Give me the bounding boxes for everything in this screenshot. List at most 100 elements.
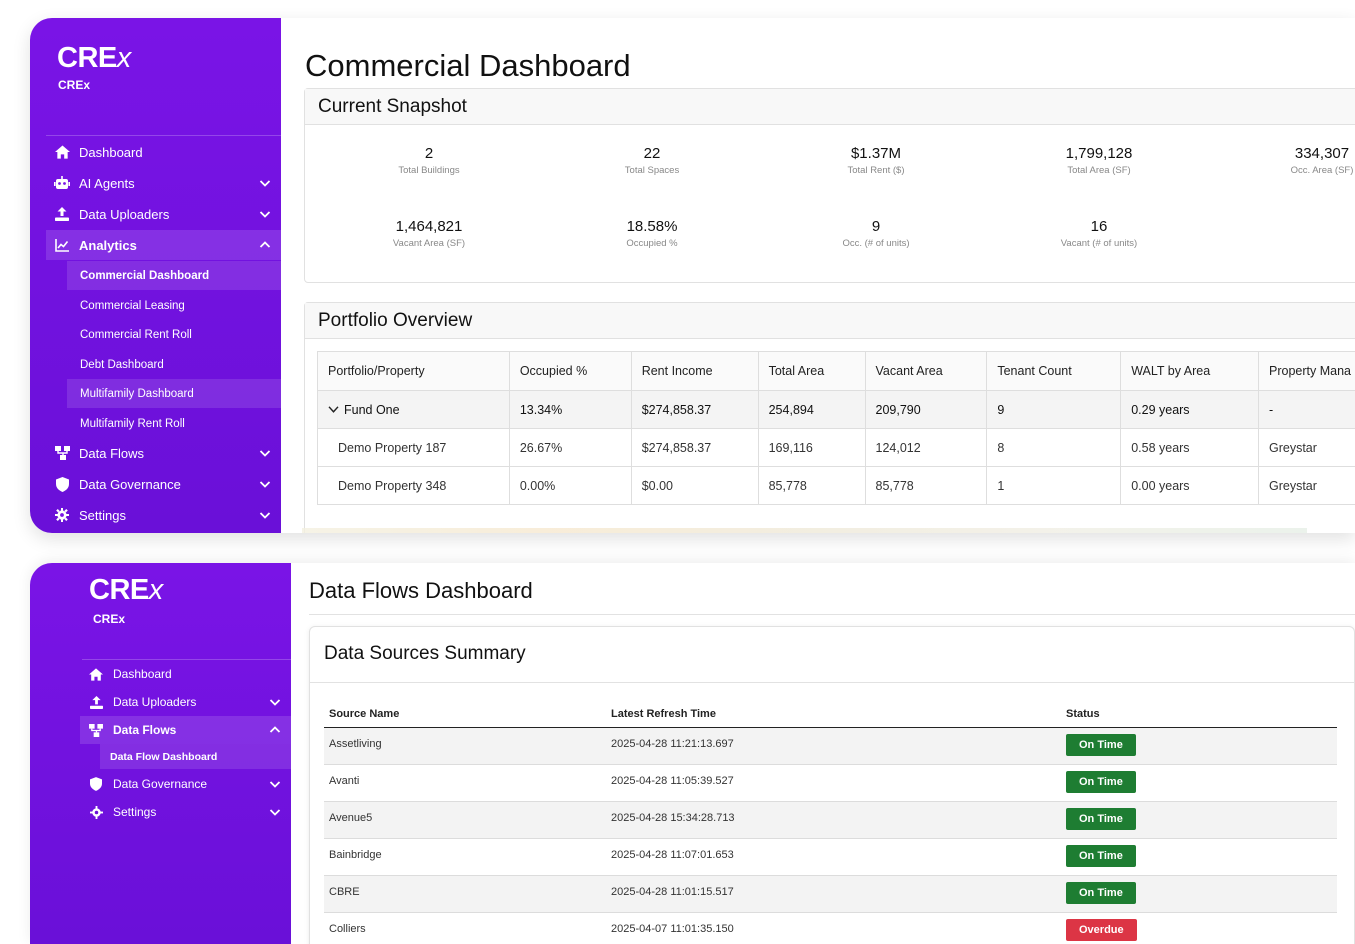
subnav-commercial-dashboard[interactable]: Commercial Dashboard <box>67 261 281 290</box>
table-cell: 8 <box>986 428 1122 467</box>
column-header[interactable]: WALT by Area <box>1120 351 1259 391</box>
column-header[interactable]: Status <box>1061 701 1337 728</box>
sidebar-item-label: Data Flows <box>113 723 177 737</box>
table-row[interactable]: Demo Property 187 26.67% $274,858.37 169… <box>317 428 1355 467</box>
logo-text: CRE <box>57 42 117 74</box>
metric-total-area: 1,799,128 Total Area (SF) <box>1009 145 1189 176</box>
metric-label: Total Spaces <box>624 165 680 176</box>
metric-value: 1,799,128 <box>1065 145 1133 162</box>
metric-value: 22 <box>643 145 661 162</box>
table-cell: 1 <box>986 466 1122 505</box>
status-badge: On Time <box>1066 807 1136 830</box>
sidebar-item-label: Settings <box>113 805 157 819</box>
metric-value: 16 <box>1090 218 1108 235</box>
crex-logo[interactable]: CREx <box>57 42 131 75</box>
subnav-commercial-leasing[interactable]: Commercial Leasing <box>80 299 185 312</box>
sidebar-item-settings[interactable]: Settings <box>80 798 291 826</box>
table-row[interactable]: Avanti 2025-04-28 11:05:39.527 On Time <box>324 764 1337 802</box>
chart-line-icon <box>54 237 70 253</box>
chevron-down-icon <box>259 512 271 519</box>
table-row[interactable]: Bainbridge 2025-04-28 11:07:01.653 On Ti… <box>324 838 1337 876</box>
column-header[interactable]: Tenant Count <box>986 351 1122 391</box>
metric-occ-area: 334,307 Occ. Area (SF) <box>1232 145 1355 176</box>
title-divider <box>309 614 1355 615</box>
data-sources-summary-card: Data Sources Summary Source Name Latest … <box>309 626 1355 944</box>
chevron-down-icon <box>259 211 271 218</box>
page-title: Data Flows Dashboard <box>309 578 533 603</box>
sidebar-item-label: Settings <box>79 507 126 523</box>
table-cell: 254,894 <box>757 390 866 429</box>
column-header[interactable]: Vacant Area <box>864 351 988 391</box>
subnav-commercial-rent-roll[interactable]: Commercial Rent Roll <box>80 328 192 341</box>
sidebar-item-dashboard[interactable]: Dashboard <box>46 137 281 167</box>
source-name: Assetliving <box>324 727 606 765</box>
column-header[interactable]: Total Area <box>757 351 866 391</box>
column-header[interactable]: Source Name <box>324 701 606 728</box>
sidebar-item-label: AI Agents <box>79 175 135 191</box>
card-title: Data Sources Summary <box>324 643 526 664</box>
table-row[interactable]: Fund One 13.34% $274,858.37 254,894 209,… <box>317 390 1355 429</box>
sidebar-item-data-flows[interactable]: Data Flows <box>46 438 281 468</box>
metric-value: $1.37M <box>850 145 902 162</box>
portfolio-overview-card: Portfolio Overview Portfolio/Property Oc… <box>304 302 1355 533</box>
page-title: Commercial Dashboard <box>305 48 631 83</box>
status-cell: On Time <box>1061 801 1337 839</box>
sidebar-item-data-governance[interactable]: Data Governance <box>46 469 281 499</box>
metric-label: Occ. (# of units) <box>842 238 910 249</box>
subnav-multifamily-dashboard[interactable]: Multifamily Dashboard <box>67 379 281 408</box>
home-icon <box>88 666 104 682</box>
source-name: CBRE <box>324 875 606 913</box>
status-badge: On Time <box>1066 881 1136 904</box>
metric-value: 9 <box>871 218 881 235</box>
table-row[interactable]: Demo Property 348 0.00% $0.00 85,778 85,… <box>317 466 1355 505</box>
sidebar-item-label: Analytics <box>79 237 137 253</box>
sidebar-item-ai-agents[interactable]: AI Agents <box>46 168 281 198</box>
refresh-time: 2025-04-28 11:07:01.653 <box>606 838 1061 876</box>
metric-label: Occ. Area (SF) <box>1290 165 1354 176</box>
table-row[interactable]: Assetliving 2025-04-28 11:21:13.697 On T… <box>324 727 1337 765</box>
status-badge: Overdue <box>1066 918 1137 941</box>
table-cell: 124,012 <box>864 428 988 467</box>
logo-x: x <box>148 574 164 606</box>
sidebar-item-settings[interactable]: Settings <box>46 500 281 530</box>
column-header[interactable]: Property Mana <box>1258 351 1355 391</box>
refresh-time: 2025-04-28 11:01:15.517 <box>606 875 1061 913</box>
status-badge: On Time <box>1066 733 1136 756</box>
status-cell: On Time <box>1061 838 1337 876</box>
sidebar-item-data-uploaders[interactable]: Data Uploaders <box>80 688 291 716</box>
sidebar-divider <box>46 135 281 136</box>
column-header[interactable]: Portfolio/Property <box>317 351 510 391</box>
sidebar-item-label: Data Governance <box>79 476 181 492</box>
status-badge: On Time <box>1066 770 1136 793</box>
chevron-down-icon[interactable] <box>328 405 339 414</box>
column-header[interactable]: Rent Income <box>630 351 759 391</box>
sidebar-item-data-flows[interactable]: Data Flows <box>80 716 291 744</box>
column-header[interactable]: Occupied % <box>508 351 632 391</box>
sidebar-item-data-governance[interactable]: Data Governance <box>80 770 291 798</box>
table-row[interactable]: CBRE 2025-04-28 11:01:15.517 On Time <box>324 875 1337 913</box>
sidebar-item-data-uploaders[interactable]: Data Uploaders <box>46 199 281 229</box>
current-snapshot-card: Current Snapshot 2 Total Buildings 22 Tota… <box>304 88 1355 283</box>
metric-label: Total Area (SF) <box>1067 165 1131 176</box>
subnav-data-flow-dashboard[interactable]: Data Flow Dashboard <box>100 744 291 769</box>
column-header[interactable]: Latest Refresh Time <box>606 701 1061 728</box>
crex-logo[interactable]: CREx <box>89 574 163 607</box>
data-sources-table: Source Name Latest Refresh Time Status A… <box>324 701 1337 944</box>
table-cell: 85,778 <box>757 466 866 505</box>
table-row[interactable]: Avenue5 2025-04-28 15:34:28.713 On Time <box>324 801 1337 839</box>
chevron-down-icon <box>259 180 271 187</box>
commercial-dashboard-window: CREx CREx Dashboard AI Agents Data Uploa… <box>30 18 1355 533</box>
table-header-row: Source Name Latest Refresh Time Status <box>324 701 1337 728</box>
sidebar-item-analytics[interactable]: Analytics <box>46 230 281 260</box>
table-cell: 0.00% <box>508 466 632 505</box>
portfolio-table: Portfolio/Property Occupied % Rent Incom… <box>317 351 1355 505</box>
source-name: Colliers <box>324 912 606 944</box>
data-flows-dashboard-window: CREx CREx Dashboard Data Uploaders Data … <box>30 563 1355 944</box>
table-row[interactable]: Colliers 2025-04-07 11:01:35.150 Overdue <box>324 912 1337 944</box>
sidebar-item-dashboard[interactable]: Dashboard <box>80 660 291 688</box>
gear-icon <box>88 804 104 820</box>
metric-total-buildings: 2 Total Buildings <box>339 145 519 176</box>
subnav-debt-dashboard[interactable]: Debt Dashboard <box>80 358 164 371</box>
table-cell[interactable]: Fund One <box>317 390 510 429</box>
subnav-multifamily-rent-roll[interactable]: Multifamily Rent Roll <box>80 417 185 430</box>
